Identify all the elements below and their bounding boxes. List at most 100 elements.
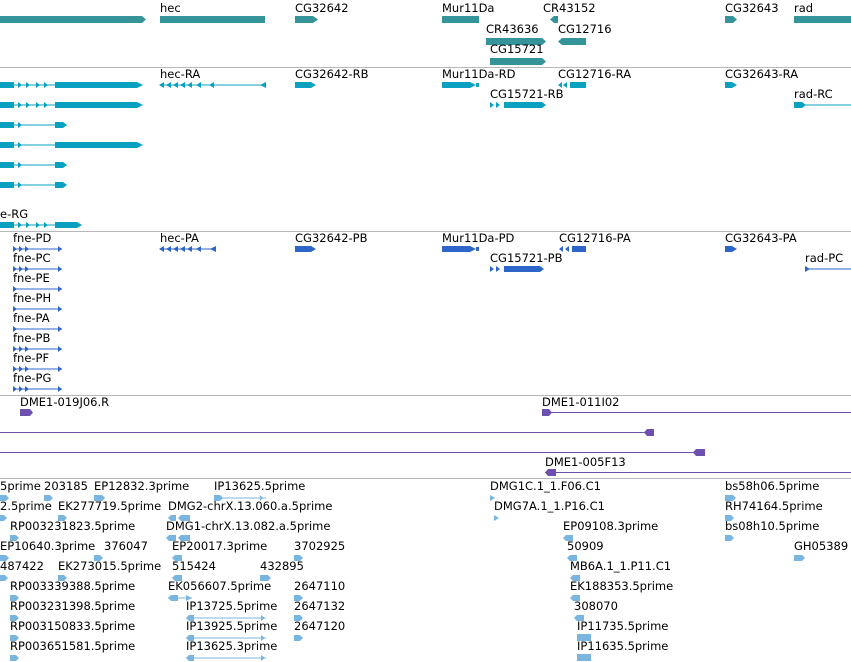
- protein-label-fne-pa[interactable]: fne-PA: [13, 311, 50, 325]
- est-label[interactable]: RP003339388.5prime: [10, 579, 136, 593]
- protein-label-fne-pc[interactable]: fne-PC: [13, 251, 51, 265]
- est-label[interactable]: MB6A.1_1.P11.C1: [570, 559, 672, 573]
- protein-fne-pc[interactable]: [13, 266, 62, 272]
- clone-dme1-011i02[interactable]: [542, 409, 851, 416]
- protein-label-fne-pf[interactable]: fne-PF: [13, 351, 50, 365]
- protein-label-mur11da-pd[interactable]: Mur11Da-PD: [442, 231, 515, 245]
- gene-cg32643[interactable]: [725, 16, 737, 23]
- gene-mur11da[interactable]: [442, 16, 479, 23]
- protein-fne-pd[interactable]: [13, 246, 62, 252]
- est-label[interactable]: RP003651581.5prime: [10, 639, 136, 653]
- protein-fne-pa[interactable]: [13, 326, 62, 332]
- gene-label-rad[interactable]: rad: [794, 1, 814, 15]
- transcript-cg15721-rb[interactable]: [490, 102, 546, 108]
- gene-hec[interactable]: [160, 16, 265, 23]
- transcript-label-cg15721-rb[interactable]: CG15721-RB: [490, 87, 564, 101]
- protein-label-fne-pb[interactable]: fne-PB: [13, 331, 51, 345]
- protein-cg32642-pb[interactable]: [295, 246, 316, 252]
- transcript-label-cg32643-ra[interactable]: CG32643-RA: [725, 67, 799, 81]
- gene-cr43636[interactable]: [486, 38, 546, 45]
- transcript-cg32642-rb[interactable]: [295, 82, 316, 88]
- protein-rad-pc[interactable]: [805, 266, 851, 272]
- est-marks-row-8[interactable]: [10, 634, 591, 641]
- clone-dme1-019j06-r[interactable]: [20, 409, 33, 416]
- gene-label-hec[interactable]: hec: [160, 1, 181, 15]
- gene-cr43152[interactable]: [550, 16, 558, 23]
- gene-cg32642[interactable]: [295, 16, 318, 23]
- gene-label-cg15721[interactable]: CG15721: [490, 42, 544, 56]
- est-marks-row-1[interactable]: [0, 495, 736, 501]
- est-label[interactable]: EP09108.3prime: [563, 519, 659, 533]
- protein-fne-pg[interactable]: [13, 386, 62, 392]
- transcript-label-hec-ra[interactable]: hec-RA: [160, 67, 201, 81]
- protein-label-cg32642-pb[interactable]: CG32642-PB: [295, 231, 368, 245]
- transcript-fne-4[interactable]: [0, 142, 143, 148]
- est-label[interactable]: RP003150833.5prime: [10, 619, 136, 633]
- est-marks-row-2[interactable]: [0, 515, 734, 521]
- protein-cg12716-pa[interactable]: [559, 246, 586, 252]
- est-label[interactable]: EP12832.3prime: [94, 479, 190, 493]
- est-label[interactable]: 376047: [104, 539, 148, 553]
- est-label[interactable]: 308070: [574, 599, 618, 613]
- transcript-cg32643-ra[interactable]: [725, 82, 737, 88]
- est-label[interactable]: 2647110: [294, 579, 346, 593]
- gene-label-cr43152[interactable]: CR43152: [543, 1, 596, 15]
- est-label[interactable]: DMG1-chrX.13.082.a.5prime: [166, 519, 331, 533]
- transcript-fne-5[interactable]: [0, 162, 67, 168]
- protein-fne-pb[interactable]: [13, 346, 62, 352]
- transcript-label-cg32642-rb[interactable]: CG32642-RB: [295, 67, 369, 81]
- transcript-fne-rg[interactable]: [0, 222, 82, 228]
- est-label[interactable]: 203185: [44, 479, 88, 493]
- est-label[interactable]: IP13625.3prime: [186, 639, 278, 653]
- est-label[interactable]: IP11735.5prime: [577, 619, 669, 633]
- est-label[interactable]: EP20017.3prime: [172, 539, 268, 553]
- protein-fne-pe[interactable]: [13, 286, 62, 292]
- est-label[interactable]: IP13625.5prime: [214, 479, 306, 493]
- est-label[interactable]: DMG7A.1_1.P16.C1: [494, 499, 605, 513]
- est-label[interactable]: 432895: [260, 559, 304, 573]
- est-label[interactable]: bs58h06.5prime: [725, 479, 820, 493]
- est-label[interactable]: 2647120: [294, 619, 346, 633]
- est-label[interactable]: bs08h10.5prime: [725, 519, 820, 533]
- gene-fne[interactable]: [0, 16, 146, 23]
- est-label[interactable]: EK188353.5prime: [570, 579, 674, 593]
- transcript-cg12716-ra[interactable]: [558, 82, 586, 88]
- est-marks-row-4[interactable]: [0, 555, 805, 561]
- est-marks-row-3[interactable]: [10, 535, 734, 541]
- est-marks-row-7[interactable]: [10, 615, 584, 621]
- transcript-label-mur11da-rd[interactable]: Mur11Da-RD: [442, 67, 516, 81]
- gene-rad[interactable]: [794, 16, 851, 23]
- clone-label-dme1-011i02[interactable]: DME1-011I02: [542, 395, 620, 409]
- gene-label-cg32642[interactable]: CG32642: [295, 1, 349, 15]
- protein-fne-ph[interactable]: [13, 306, 62, 312]
- est-label[interactable]: EK056607.5prime: [168, 579, 272, 593]
- est-label[interactable]: GH05389: [794, 539, 849, 553]
- est-label[interactable]: 2.5prime: [0, 499, 52, 513]
- protein-fne-pf[interactable]: [13, 366, 62, 372]
- gene-label-cg32643[interactable]: CG32643: [725, 1, 779, 15]
- est-label[interactable]: RP003231823.5prime: [10, 519, 136, 533]
- est-label[interactable]: DMG2-chrX.13.060.a.5prime: [168, 499, 333, 513]
- transcript-label-fne-rg[interactable]: e-RG: [0, 207, 29, 221]
- est-label[interactable]: 3702925: [294, 539, 346, 553]
- transcript-mur11da-rd[interactable]: [442, 82, 479, 88]
- est-label[interactable]: IP11635.5prime: [577, 639, 669, 653]
- clone-unlabeled-1[interactable]: [0, 429, 654, 436]
- est-marks-row-6[interactable]: [10, 595, 580, 601]
- transcript-fne-6[interactable]: [0, 182, 67, 188]
- transcript-fne-3[interactable]: [0, 122, 67, 128]
- gene-label-cr43636[interactable]: CR43636: [486, 22, 539, 36]
- est-marks-row-9[interactable]: [10, 654, 591, 661]
- gene-label-mur11da[interactable]: Mur11Da: [442, 1, 495, 15]
- protein-cg15721-pb[interactable]: [490, 266, 544, 272]
- est-label[interactable]: IP13725.5prime: [186, 599, 278, 613]
- clone-unlabeled-2[interactable]: [0, 449, 705, 456]
- est-label[interactable]: IP13925.5prime: [186, 619, 278, 633]
- clone-dme1-005f13[interactable]: [545, 469, 851, 476]
- est-label[interactable]: EK277719.5prime: [58, 499, 162, 513]
- protein-label-cg32643-pa[interactable]: CG32643-PA: [725, 231, 797, 245]
- est-label[interactable]: 487422: [0, 559, 44, 573]
- est-label[interactable]: 515424: [172, 559, 216, 573]
- protein-label-fne-pd[interactable]: fne-PD: [13, 231, 52, 245]
- protein-label-fne-pg[interactable]: fne-PG: [13, 371, 52, 385]
